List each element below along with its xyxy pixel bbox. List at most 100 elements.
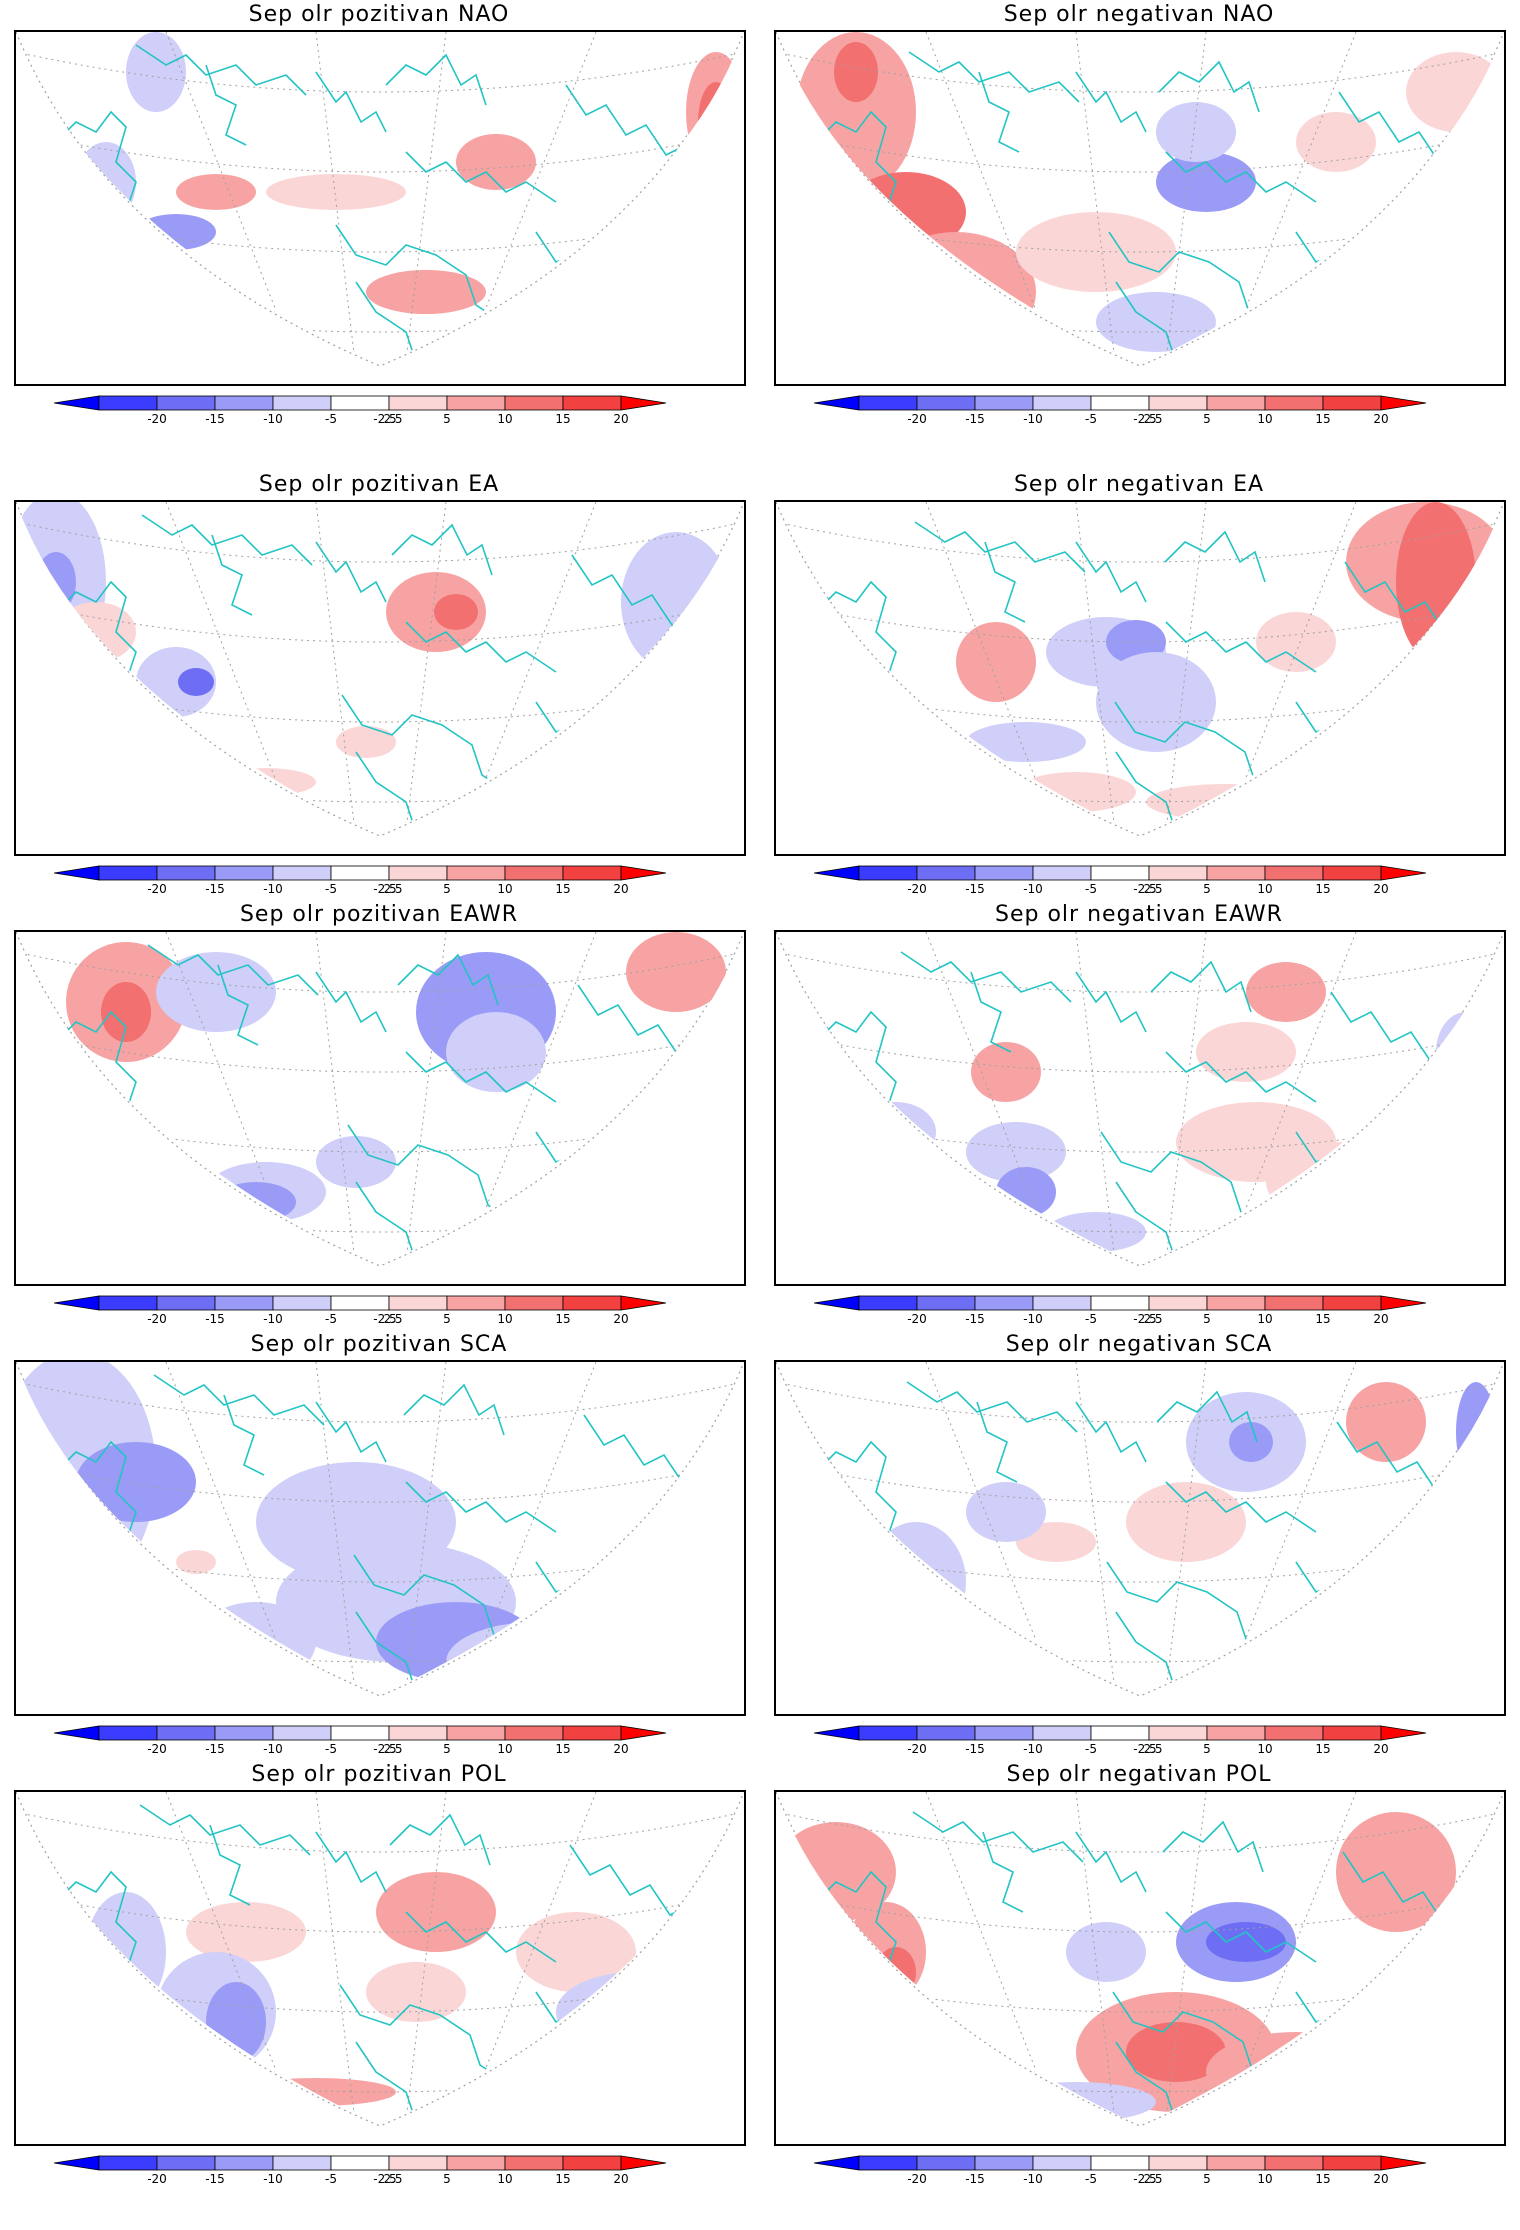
colorbar: -20 -15 -10 -5 -2.52.5 5 10 15 20 bbox=[54, 395, 667, 426]
anomaly-contour bbox=[1346, 1382, 1426, 1462]
colorbar-bin bbox=[504, 1295, 564, 1311]
colorbar-bin bbox=[272, 1725, 332, 1741]
colorbar-bin bbox=[974, 1725, 1034, 1741]
colorbar-below-triangle bbox=[54, 1725, 100, 1741]
coastline bbox=[147, 944, 319, 996]
coastline bbox=[1165, 1911, 1317, 1963]
colorbar-bin bbox=[1264, 2155, 1324, 2171]
colorbar-tick-label: 15 bbox=[555, 412, 570, 426]
map-panel: Sep olr negativan SCA -20 -15 -10 -5 -2.5 2.5 5… bbox=[774, 1330, 1506, 1760]
anomaly-contour bbox=[456, 134, 536, 190]
coastline bbox=[912, 1811, 1084, 1863]
colorbar-bin bbox=[1148, 1725, 1208, 1741]
colorbar-tick-label: -10 bbox=[263, 882, 283, 896]
anomaly-contour bbox=[866, 1522, 966, 1642]
colorbar-tick-label: -2.5 bbox=[1133, 1312, 1156, 1326]
colorbar-tick-label: 10 bbox=[497, 412, 512, 426]
anomaly-map bbox=[16, 1792, 744, 2127]
colorbar-bin bbox=[562, 1295, 622, 1311]
coastline bbox=[815, 580, 912, 773]
coastline bbox=[55, 110, 152, 303]
coastline bbox=[1150, 960, 1252, 1013]
colorbar-bin bbox=[562, 865, 622, 881]
coastline bbox=[1295, 1991, 1427, 2063]
coastline bbox=[141, 514, 313, 566]
anomaly-map bbox=[776, 932, 1504, 1267]
colorbar-bin bbox=[916, 2155, 976, 2171]
coastline bbox=[139, 1804, 311, 1856]
coastline bbox=[1295, 1561, 1427, 1633]
colorbar-bin bbox=[974, 1295, 1034, 1311]
panel-title: Sep olr negativan EAWR bbox=[995, 902, 1283, 927]
anomaly-contour bbox=[178, 668, 214, 696]
anomaly-contour bbox=[56, 602, 136, 662]
colorbar: -20 -15 -10 -5 -2.52.5 5 10 15 20 bbox=[54, 1725, 667, 1756]
colorbar-tick-label: 10 bbox=[1257, 1742, 1272, 1756]
colorbar-tick-label: -15 bbox=[205, 412, 225, 426]
map-panel: Sep olr pozitivan SCA -20 -15 -10 -5 -2.5 2.5 5… bbox=[14, 1330, 746, 1760]
map-panel: Sep olr pozitivan EA -20 -15 -10 -5 -2.5 2.5 5 1… bbox=[14, 470, 746, 900]
coastline bbox=[1295, 701, 1427, 773]
coastline bbox=[900, 951, 1072, 1003]
anomaly-contour bbox=[126, 32, 186, 112]
colorbar: -20 -15 -10 -5 -2.52.5 5 10 15 20 bbox=[814, 865, 1427, 896]
anomaly-contour bbox=[176, 174, 256, 210]
colorbar-tick-label: -20 bbox=[147, 1742, 167, 1756]
anomaly-contour bbox=[966, 722, 1086, 762]
anomaly-contour bbox=[446, 1622, 626, 1696]
colorbar-tick-label: -15 bbox=[205, 882, 225, 896]
coastline bbox=[403, 1383, 505, 1436]
coastline bbox=[211, 534, 253, 616]
anomaly-contour bbox=[216, 768, 316, 796]
coastline bbox=[1075, 541, 1147, 603]
colorbar-tick-label: 20 bbox=[613, 1312, 628, 1326]
colorbar-tick-label: 15 bbox=[1315, 412, 1330, 426]
panel-title: Sep olr pozitivan NAO bbox=[248, 2, 510, 27]
colorbar-tick-label: -2.5 bbox=[373, 1742, 396, 1756]
colorbar-tick-label: 10 bbox=[1257, 2172, 1272, 2186]
colorbar-tick-label: 20 bbox=[613, 882, 628, 896]
colorbar-tick-label: -20 bbox=[147, 882, 167, 896]
colorbar-tick-label: 5 bbox=[443, 882, 451, 896]
map-frame bbox=[774, 1790, 1506, 2146]
coastline bbox=[341, 694, 533, 826]
colorbar-below-triangle bbox=[54, 2155, 100, 2171]
colorbar-below-triangle bbox=[54, 395, 100, 411]
colorbar-bin bbox=[1206, 2155, 1266, 2171]
colorbar-tick-label: 2.5 bbox=[1143, 1742, 1162, 1756]
colorbar-tick-label: -2.5 bbox=[373, 412, 396, 426]
coastline bbox=[209, 1824, 251, 1906]
colorbar-bin bbox=[504, 395, 564, 411]
colorbar-tick-label: -5 bbox=[325, 412, 337, 426]
anomaly-contour bbox=[834, 42, 878, 102]
anomaly-contour bbox=[446, 1012, 546, 1092]
colorbar-tick-label: 2.5 bbox=[383, 412, 402, 426]
colorbar-above-triangle bbox=[620, 865, 667, 881]
colorbar-above-triangle bbox=[1380, 865, 1427, 881]
colorbar-bin bbox=[1264, 865, 1324, 881]
coastline bbox=[389, 1813, 491, 1866]
colorbar-bin bbox=[1322, 395, 1382, 411]
coastline bbox=[535, 701, 667, 773]
coastline bbox=[153, 1374, 325, 1426]
anomaly-contour bbox=[698, 82, 734, 162]
colorbar-tick-label: 5 bbox=[443, 412, 451, 426]
colorbar-bin bbox=[446, 1725, 506, 1741]
anomaly-contour bbox=[316, 1136, 396, 1188]
anomaly-contour bbox=[1176, 1102, 1336, 1182]
coastline bbox=[355, 751, 437, 836]
colorbar-bin bbox=[1032, 2155, 1092, 2171]
colorbar: -20 -15 -10 -5 -2.52.5 5 10 15 20 bbox=[814, 1725, 1427, 1756]
coastline bbox=[205, 64, 247, 146]
colorbar-below-triangle bbox=[814, 395, 860, 411]
colorbar-tick-label: -10 bbox=[1023, 1742, 1043, 1756]
colorbar-bin bbox=[1090, 865, 1150, 881]
colorbar-tick-label: -15 bbox=[965, 882, 985, 896]
anomaly-contour bbox=[1296, 112, 1376, 172]
colorbar-bin bbox=[858, 2155, 918, 2171]
colorbar-bin bbox=[974, 865, 1034, 881]
colorbar-above-triangle bbox=[620, 1295, 667, 1311]
colorbar-tick-label: -15 bbox=[205, 1312, 225, 1326]
colorbar-tick-label: 20 bbox=[1373, 1312, 1388, 1326]
